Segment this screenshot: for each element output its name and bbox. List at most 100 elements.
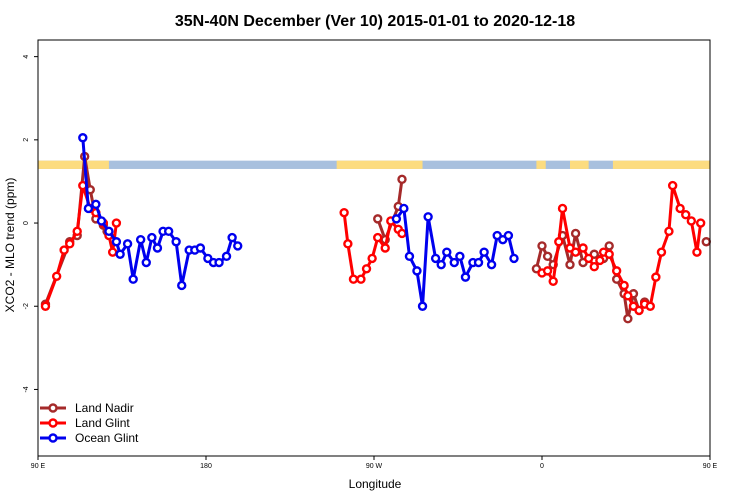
data-point-land-glint: [634, 305, 644, 316]
data-point-ocean-glint: [96, 216, 107, 226]
data-point-ocean-glint: [122, 239, 133, 249]
data-point-land-nadir: [701, 237, 711, 247]
data-point-ocean-glint: [473, 257, 484, 268]
data-point-land-glint: [667, 180, 678, 191]
data-point-ocean-glint: [111, 237, 122, 247]
data-point-ocean-glint: [195, 243, 206, 253]
data-point-ocean-glint: [83, 203, 94, 214]
data-point-land-glint: [583, 253, 594, 264]
data-point-land-glint: [348, 274, 359, 284]
data-point-land-glint: [656, 247, 667, 257]
data-point-land-glint: [72, 226, 82, 237]
legend-label: Land Nadir: [75, 401, 134, 415]
data-point-land-glint: [686, 216, 697, 226]
legend-entry-ocean-glint: Ocean Glint: [40, 431, 139, 445]
data-point-ocean-glint: [91, 199, 101, 210]
data-point-land-nadir: [604, 241, 614, 251]
data-point-ocean-glint: [147, 232, 157, 243]
data-point-land-nadir: [537, 241, 547, 251]
y-axis-label: XCO2 - MLO trend (ppm): [3, 178, 17, 313]
data-point-land-glint: [367, 253, 377, 264]
data-point-land-glint: [373, 232, 383, 243]
data-point-ocean-glint: [430, 253, 441, 264]
data-point-ocean-glint: [115, 249, 125, 259]
chart-title: 35N-40N December (Ver 10) 2015-01-01 to …: [175, 13, 575, 30]
data-point-ocean-glint: [449, 257, 459, 268]
data-point-land-nadir: [542, 251, 553, 262]
data-point-ocean-glint: [177, 280, 187, 291]
data-point-land-glint: [361, 264, 372, 274]
x-tick-label: 90 E: [31, 463, 46, 470]
data-point-ocean-glint: [104, 226, 114, 237]
data-point-land-glint: [611, 266, 622, 276]
legend-label: Ocean Glint: [75, 431, 139, 445]
data-point-land-glint: [356, 274, 366, 284]
y-tick-label: 0: [23, 221, 30, 225]
data-point-land-glint: [107, 247, 118, 257]
data-point-land-glint: [664, 226, 674, 237]
data-point-ocean-glint: [503, 230, 514, 241]
y-tick-label: -4: [23, 386, 30, 392]
data-point-land-glint: [651, 272, 661, 282]
data-point-ocean-glint: [423, 212, 433, 222]
data-point-land-glint: [589, 262, 599, 272]
data-point-ocean-glint: [128, 274, 138, 284]
land-band-segment: [536, 160, 546, 169]
data-point-ocean-glint: [417, 301, 428, 311]
x-tick-label: 180: [200, 463, 212, 470]
land-band-segment: [38, 160, 109, 169]
data-point-ocean-glint: [78, 133, 88, 143]
land-band-segment: [570, 160, 589, 169]
legend-entry-land-glint: Land Glint: [40, 416, 130, 430]
legend-label: Land Glint: [75, 416, 130, 430]
x-tick-label: 90 E: [703, 463, 718, 470]
land-ocean-band: [38, 160, 710, 169]
legend-swatch-marker: [48, 403, 58, 413]
data-point-ocean-glint: [391, 214, 402, 224]
data-point-land-glint: [111, 218, 122, 228]
data-point-land-glint: [681, 210, 691, 220]
data-point-ocean-glint: [152, 243, 163, 253]
data-point-ocean-glint: [486, 259, 497, 270]
data-point-ocean-glint: [436, 259, 446, 270]
data-point-land-glint: [623, 291, 633, 301]
data-point-ocean-glint: [227, 232, 237, 243]
data-point-ocean-glint: [412, 266, 422, 276]
data-point-land-glint: [59, 245, 69, 255]
data-point-land-glint: [619, 280, 629, 291]
data-point-land-glint: [548, 276, 558, 286]
data-point-land-glint: [645, 301, 655, 311]
data-point-land-glint: [692, 247, 702, 257]
data-point-land-glint: [570, 247, 581, 257]
data-point-land-glint: [554, 237, 564, 247]
data-point-land-glint: [604, 249, 614, 259]
data-point-ocean-glint: [442, 247, 452, 257]
data-point-land-glint: [557, 203, 568, 214]
legend-swatch-marker: [48, 433, 58, 443]
data-point-land-glint: [542, 266, 553, 276]
data-point-ocean-glint: [163, 226, 174, 237]
data-point-ocean-glint: [399, 203, 409, 214]
data-point-ocean-glint: [233, 241, 243, 251]
data-point-land-nadir: [397, 174, 407, 185]
x-axis-label: Longitude: [349, 477, 402, 491]
data-point-land-glint: [695, 218, 706, 228]
series-line-land-glint: [44, 184, 118, 307]
data-point-land-nadir: [373, 214, 383, 224]
data-point-land-glint: [343, 239, 353, 249]
y-tick-label: -2: [23, 303, 30, 309]
y-tick-label: 4: [23, 55, 30, 59]
series-ocean-glint: [78, 133, 519, 311]
data-point-ocean-glint: [455, 251, 465, 262]
data-point-land-glint: [51, 271, 62, 281]
data-point-land-glint: [65, 239, 75, 249]
x-tick-label: 90 W: [366, 463, 383, 470]
data-point-land-glint: [380, 243, 390, 253]
data-point-land-nadir: [565, 259, 575, 270]
data-point-ocean-glint: [171, 237, 181, 247]
land-band-segment: [612, 160, 710, 169]
data-point-ocean-glint: [509, 253, 519, 264]
data-point-ocean-glint: [479, 247, 489, 257]
